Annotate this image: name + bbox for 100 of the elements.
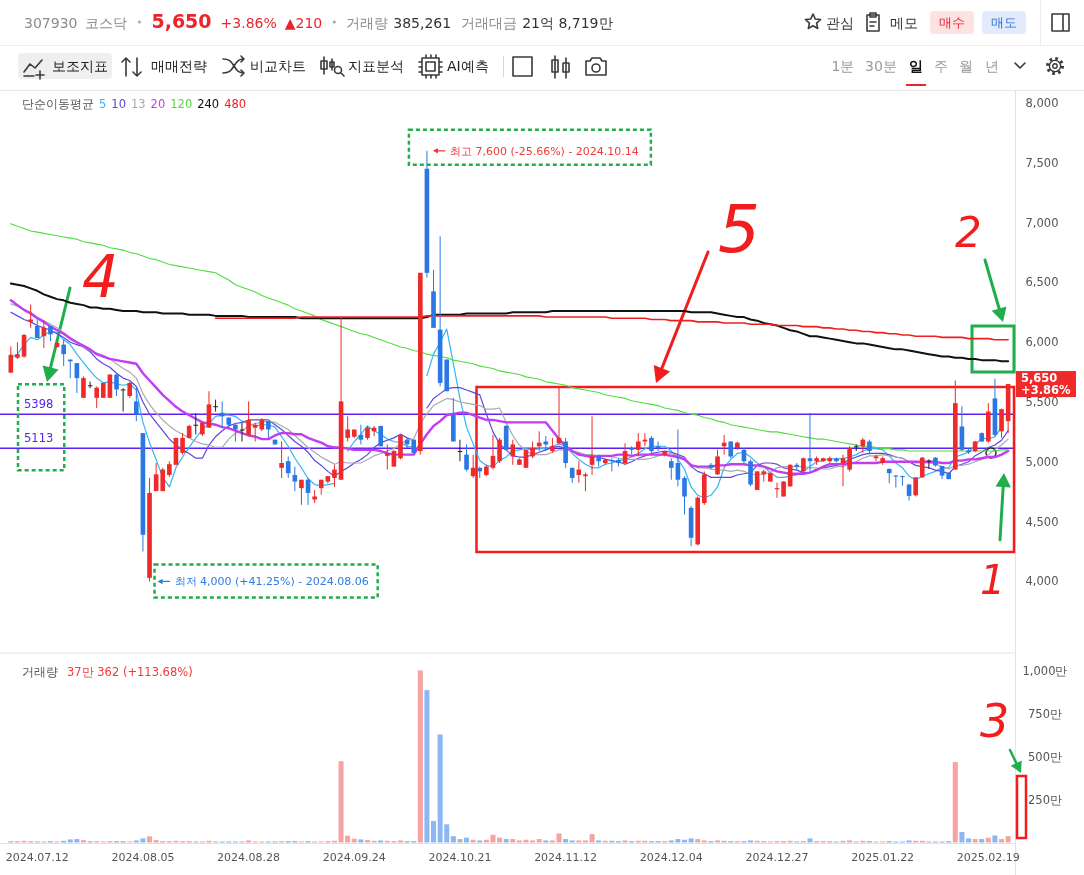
bar xyxy=(701,840,707,843)
candlestick xyxy=(279,440,284,479)
x-tick-label: 2024.08.05 xyxy=(111,851,175,864)
bar xyxy=(748,840,754,843)
bar xyxy=(378,840,384,843)
x-tick-label: 2024.07.12 xyxy=(5,851,69,864)
text: 거래량 xyxy=(346,15,389,31)
text: 5,650 xyxy=(1021,370,1058,385)
bar xyxy=(417,670,423,843)
bar xyxy=(398,840,404,843)
candlestick xyxy=(180,432,185,456)
bar xyxy=(431,820,437,843)
bar xyxy=(510,839,516,843)
bar xyxy=(582,840,588,843)
y-tick-label: 6,000 xyxy=(1025,335,1059,350)
candlestick xyxy=(873,454,879,462)
candlestick xyxy=(999,408,1004,439)
bar xyxy=(1005,836,1011,843)
text: 21억 8,719만 xyxy=(522,15,613,31)
candlestick xyxy=(715,449,720,476)
ref-line-label: 5398 xyxy=(24,397,54,412)
text: 20 xyxy=(150,97,166,111)
candlestick xyxy=(134,387,139,422)
candlestick xyxy=(246,400,251,437)
text: 385,261 xyxy=(393,15,452,31)
text: AI예측 xyxy=(447,58,489,74)
x-tick-label: 2024.12.27 xyxy=(745,851,809,864)
x-tick-label: 2024.12.04 xyxy=(639,851,703,864)
candlestick xyxy=(682,475,687,515)
text: 240 xyxy=(197,97,220,111)
annotation: 5 xyxy=(99,97,107,111)
bar xyxy=(972,839,978,843)
candlestick xyxy=(900,475,905,487)
text: 거래량 xyxy=(22,665,58,679)
text: 10 xyxy=(111,97,126,111)
candlestick xyxy=(345,415,350,442)
bar xyxy=(556,833,562,843)
x-tick-label: 2024.10.21 xyxy=(428,851,492,864)
text: 1분 xyxy=(831,58,855,74)
text: +3.86% xyxy=(1021,383,1071,398)
candlestick xyxy=(510,439,516,466)
y-tick-label: 500만 xyxy=(1028,749,1062,764)
text: 주 xyxy=(934,58,948,74)
bar xyxy=(549,840,555,843)
bar xyxy=(959,832,965,843)
candlestick xyxy=(292,466,298,492)
y-tick-label: 1,000만 xyxy=(1022,664,1068,679)
x-tick-label: 2024.08.28 xyxy=(217,851,281,864)
candlestick xyxy=(94,385,99,409)
bar xyxy=(477,840,483,843)
candlestick xyxy=(193,412,199,435)
x-tick-label: 2024.11.12 xyxy=(534,851,598,864)
bar xyxy=(497,837,503,843)
y-tick-label: 4,000 xyxy=(1025,574,1059,589)
bar xyxy=(985,837,991,843)
y-tick-label: 8,000 xyxy=(1025,95,1059,110)
candlestick xyxy=(589,415,595,476)
bar xyxy=(979,839,985,843)
text: 거래대금 xyxy=(461,15,518,31)
bar xyxy=(450,836,456,843)
candlestick xyxy=(81,375,86,399)
bar xyxy=(695,839,701,843)
bar xyxy=(906,840,912,843)
text: 보조지표 xyxy=(52,58,108,74)
bar xyxy=(147,836,153,843)
text: 매도 xyxy=(991,15,1017,30)
candlestick xyxy=(748,458,753,487)
candlestick xyxy=(635,432,641,457)
y-tick-label: 7,500 xyxy=(1025,155,1059,170)
x-tick-label: 2024.09.24 xyxy=(322,851,386,864)
text: 30분 xyxy=(865,58,897,74)
bar xyxy=(457,839,463,843)
text: 37만 362 (+113.68%) xyxy=(67,665,193,679)
candlestick xyxy=(913,476,918,497)
annotation: 2 xyxy=(955,208,982,257)
text: 관심 xyxy=(826,15,854,31)
bar xyxy=(358,839,364,843)
text: 매매전략 xyxy=(151,58,207,74)
candlestick xyxy=(332,464,337,488)
bar xyxy=(351,838,357,843)
text: +3.86% xyxy=(220,15,277,31)
text: 매수 xyxy=(939,15,965,30)
bar xyxy=(536,839,542,843)
bar xyxy=(543,840,549,843)
x-tick-label: 2025.01.22 xyxy=(851,851,915,864)
bar xyxy=(688,838,694,843)
bar xyxy=(596,840,602,843)
candlestick xyxy=(655,440,661,452)
bar xyxy=(681,839,688,843)
y-tick-label: 6,500 xyxy=(1025,275,1059,290)
candlestick xyxy=(358,424,364,445)
candlestick xyxy=(919,456,925,479)
bar xyxy=(622,840,628,843)
y-tick-label: 5,500 xyxy=(1025,395,1059,409)
ref-line-label: 5113 xyxy=(24,431,54,446)
bar xyxy=(715,840,721,843)
annotation: 1 xyxy=(980,557,1006,603)
text: 480 xyxy=(224,97,247,111)
text: 지표분석 xyxy=(348,58,404,74)
bar xyxy=(424,690,430,843)
